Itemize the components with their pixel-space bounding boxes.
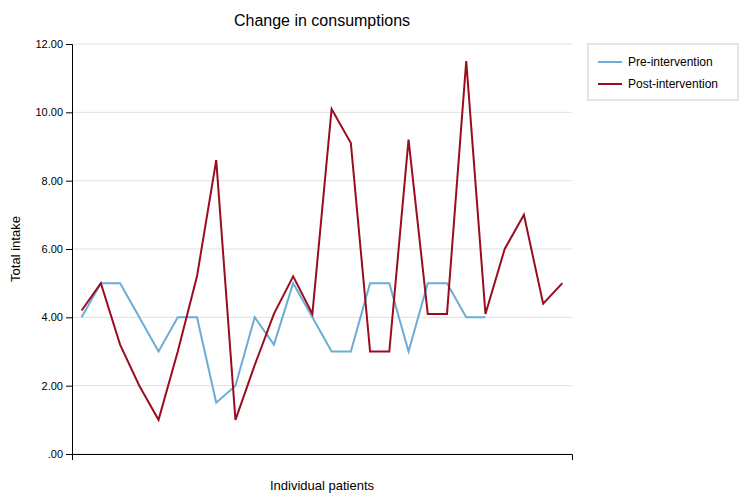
x-axis (73, 455, 573, 461)
x-axis-title: Individual patients (270, 478, 375, 493)
title: Change in consumptions (234, 12, 410, 29)
chart: .00 2.00 4.00 6.00 8.00 10.00 12.00 Change in c… (0, 0, 752, 504)
tick: 4.00 (42, 311, 72, 323)
tick: 6.00 (42, 243, 72, 255)
line (82, 283, 486, 403)
legend-item: Post-intervention (598, 77, 718, 91)
grid-line (72, 249, 572, 250)
tick-mark (66, 386, 72, 387)
tick-label: .00 (48, 448, 63, 460)
tick-mark (66, 44, 72, 45)
axis-line (73, 455, 573, 461)
tick-mark (66, 317, 72, 318)
tick-label: 2.00 (42, 380, 63, 392)
tick: 8.00 (42, 175, 72, 187)
chart-container: .00 2.00 4.00 6.00 8.00 10.00 12.00 Change in c… (0, 0, 752, 504)
tick-mark (66, 249, 72, 250)
tick: .00 (48, 448, 72, 460)
tick-label: 6.00 (42, 243, 63, 255)
grid-line (72, 180, 572, 181)
grid-line (72, 44, 572, 45)
grid-line (72, 385, 572, 386)
tick: 2.00 (42, 380, 72, 392)
legend-frame (588, 44, 738, 100)
legend-item: Pre-intervention (598, 55, 713, 69)
tick-label: 10.00 (35, 106, 63, 118)
plot: .00 2.00 4.00 6.00 8.00 10.00 12.00 (35, 38, 572, 460)
legend-swatch (598, 61, 622, 63)
tick-label: 8.00 (42, 175, 63, 187)
legend-label: Pre-intervention (628, 55, 713, 69)
lines (82, 61, 563, 420)
tick-label: 4.00 (42, 311, 63, 323)
axis-line (66, 45, 73, 455)
tick: 10.00 (35, 106, 72, 118)
tick-label: 12.00 (35, 38, 63, 50)
y-axis: .00 2.00 4.00 6.00 8.00 10.00 12.00 (35, 38, 72, 460)
legend: Pre-intervention Post-intervention (588, 44, 738, 100)
tick: 12.00 (35, 38, 72, 50)
tick-mark (66, 112, 72, 113)
legend-swatch (598, 83, 622, 85)
grid-line (72, 112, 572, 113)
grid-line (72, 317, 572, 318)
y-axis-title: Total intake (8, 216, 23, 282)
legend-label: Post-intervention (628, 77, 718, 91)
grid (72, 44, 572, 454)
tick-mark (66, 454, 72, 455)
line (82, 61, 563, 420)
tick-mark (66, 181, 72, 182)
